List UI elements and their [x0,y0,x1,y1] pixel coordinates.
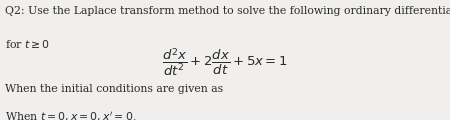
Text: When the initial conditions are given as: When the initial conditions are given as [5,84,224,94]
Text: for $t \geq 0$: for $t \geq 0$ [5,38,50,50]
Text: Q2: Use the Laplace transform method to solve the following ordinary differentia: Q2: Use the Laplace transform method to … [5,6,450,16]
Text: When $t = 0, x = 0, x' = 0.$: When $t = 0, x = 0, x' = 0.$ [5,110,137,120]
Text: $\dfrac{d^2x}{dt^2} + 2\dfrac{dx}{dt} + 5x = 1$: $\dfrac{d^2x}{dt^2} + 2\dfrac{dx}{dt} + … [162,46,288,78]
